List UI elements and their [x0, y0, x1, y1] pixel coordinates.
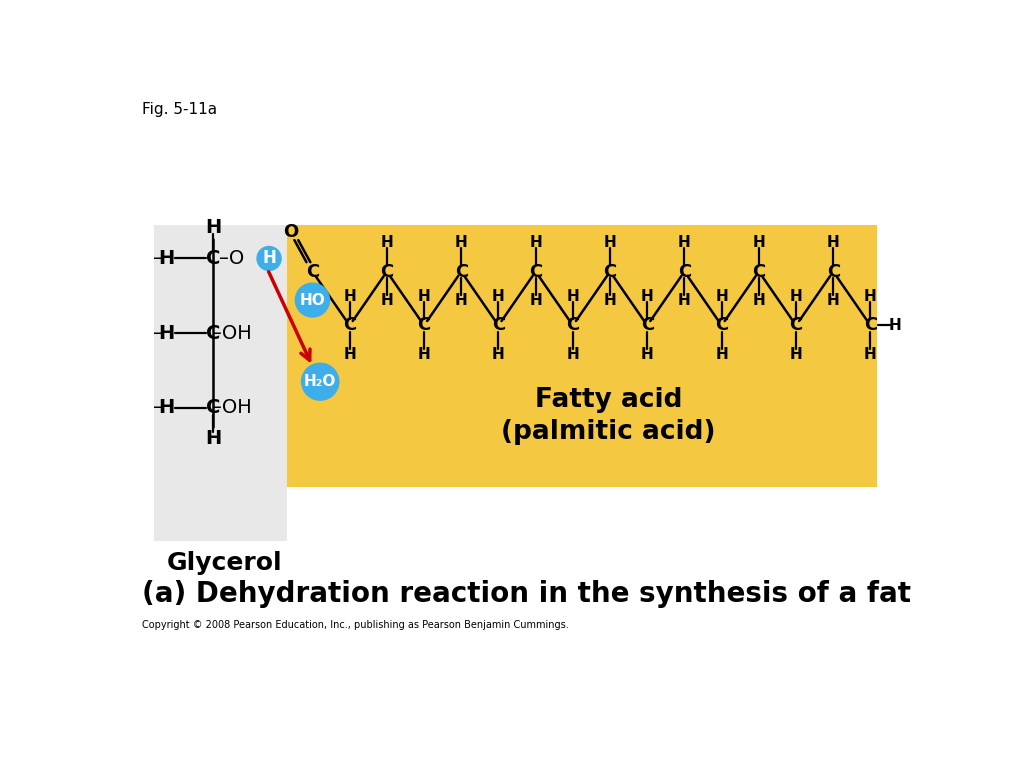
Text: –OH: –OH	[212, 323, 252, 343]
Text: C: C	[529, 263, 543, 280]
Text: H: H	[455, 293, 468, 308]
Text: C: C	[206, 399, 220, 417]
Text: C: C	[206, 323, 220, 343]
Text: H: H	[826, 235, 840, 250]
Text: C: C	[603, 263, 616, 280]
Text: H: H	[790, 289, 803, 303]
Text: H: H	[381, 235, 393, 250]
Text: H: H	[493, 347, 505, 362]
Text: –OH: –OH	[212, 399, 252, 417]
Text: H: H	[864, 347, 877, 362]
Text: HO: HO	[300, 293, 326, 307]
Text: H: H	[889, 318, 901, 333]
Text: H: H	[753, 235, 765, 250]
Text: H: H	[641, 347, 653, 362]
Text: H: H	[604, 293, 616, 308]
Text: H: H	[716, 347, 728, 362]
Text: Copyright © 2008 Pearson Education, Inc., publishing as Pearson Benjamin Cumming: Copyright © 2008 Pearson Education, Inc.…	[142, 621, 568, 631]
Text: H: H	[455, 235, 468, 250]
Text: H: H	[159, 399, 175, 417]
Circle shape	[257, 247, 281, 270]
Text: H: H	[529, 235, 542, 250]
Text: H: H	[790, 347, 803, 362]
Text: H: H	[159, 249, 175, 268]
Text: C: C	[864, 316, 878, 335]
Text: C: C	[206, 249, 220, 268]
Text: H: H	[159, 323, 175, 343]
Text: H: H	[418, 347, 430, 362]
Text: H: H	[262, 250, 276, 267]
Circle shape	[302, 363, 339, 400]
Text: H: H	[343, 289, 356, 303]
Text: C: C	[343, 316, 356, 335]
Text: H: H	[604, 235, 616, 250]
Text: C: C	[380, 263, 393, 280]
Text: C: C	[566, 316, 580, 335]
Text: H: H	[205, 429, 221, 449]
Text: H: H	[529, 293, 542, 308]
Text: H: H	[716, 289, 728, 303]
Text: –: –	[153, 249, 163, 268]
Text: Glycerol: Glycerol	[167, 551, 283, 575]
Text: –: –	[153, 399, 163, 417]
Text: C: C	[492, 316, 505, 335]
Text: C: C	[715, 316, 728, 335]
Text: H: H	[205, 218, 221, 237]
Text: –O: –O	[219, 249, 245, 268]
Text: H: H	[566, 289, 580, 303]
Text: H: H	[566, 347, 580, 362]
Text: (a) Dehydration reaction in the synthesis of a fat: (a) Dehydration reaction in the synthesi…	[142, 580, 911, 607]
Text: H₂O: H₂O	[304, 374, 337, 389]
Text: C: C	[753, 263, 766, 280]
Bar	[287, 225, 878, 487]
Text: C: C	[678, 263, 691, 280]
Text: H: H	[381, 293, 393, 308]
Text: C: C	[418, 316, 431, 335]
Text: H: H	[678, 293, 691, 308]
Text: H: H	[493, 289, 505, 303]
Text: H: H	[826, 293, 840, 308]
Text: H: H	[864, 289, 877, 303]
Text: Fig. 5-11a: Fig. 5-11a	[142, 102, 217, 118]
Text: O: O	[283, 223, 298, 240]
Text: C: C	[455, 263, 468, 280]
Circle shape	[295, 283, 330, 317]
Text: H: H	[418, 289, 430, 303]
Text: Fatty acid
(palmitic acid): Fatty acid (palmitic acid)	[502, 387, 716, 445]
Text: H: H	[753, 293, 765, 308]
Text: C: C	[641, 316, 654, 335]
Text: C: C	[826, 263, 840, 280]
Text: C: C	[306, 263, 319, 280]
Text: H: H	[678, 235, 691, 250]
Text: H: H	[343, 347, 356, 362]
Bar	[154, 225, 287, 541]
Text: –: –	[153, 323, 163, 343]
Text: H: H	[641, 289, 653, 303]
Text: C: C	[790, 316, 803, 335]
